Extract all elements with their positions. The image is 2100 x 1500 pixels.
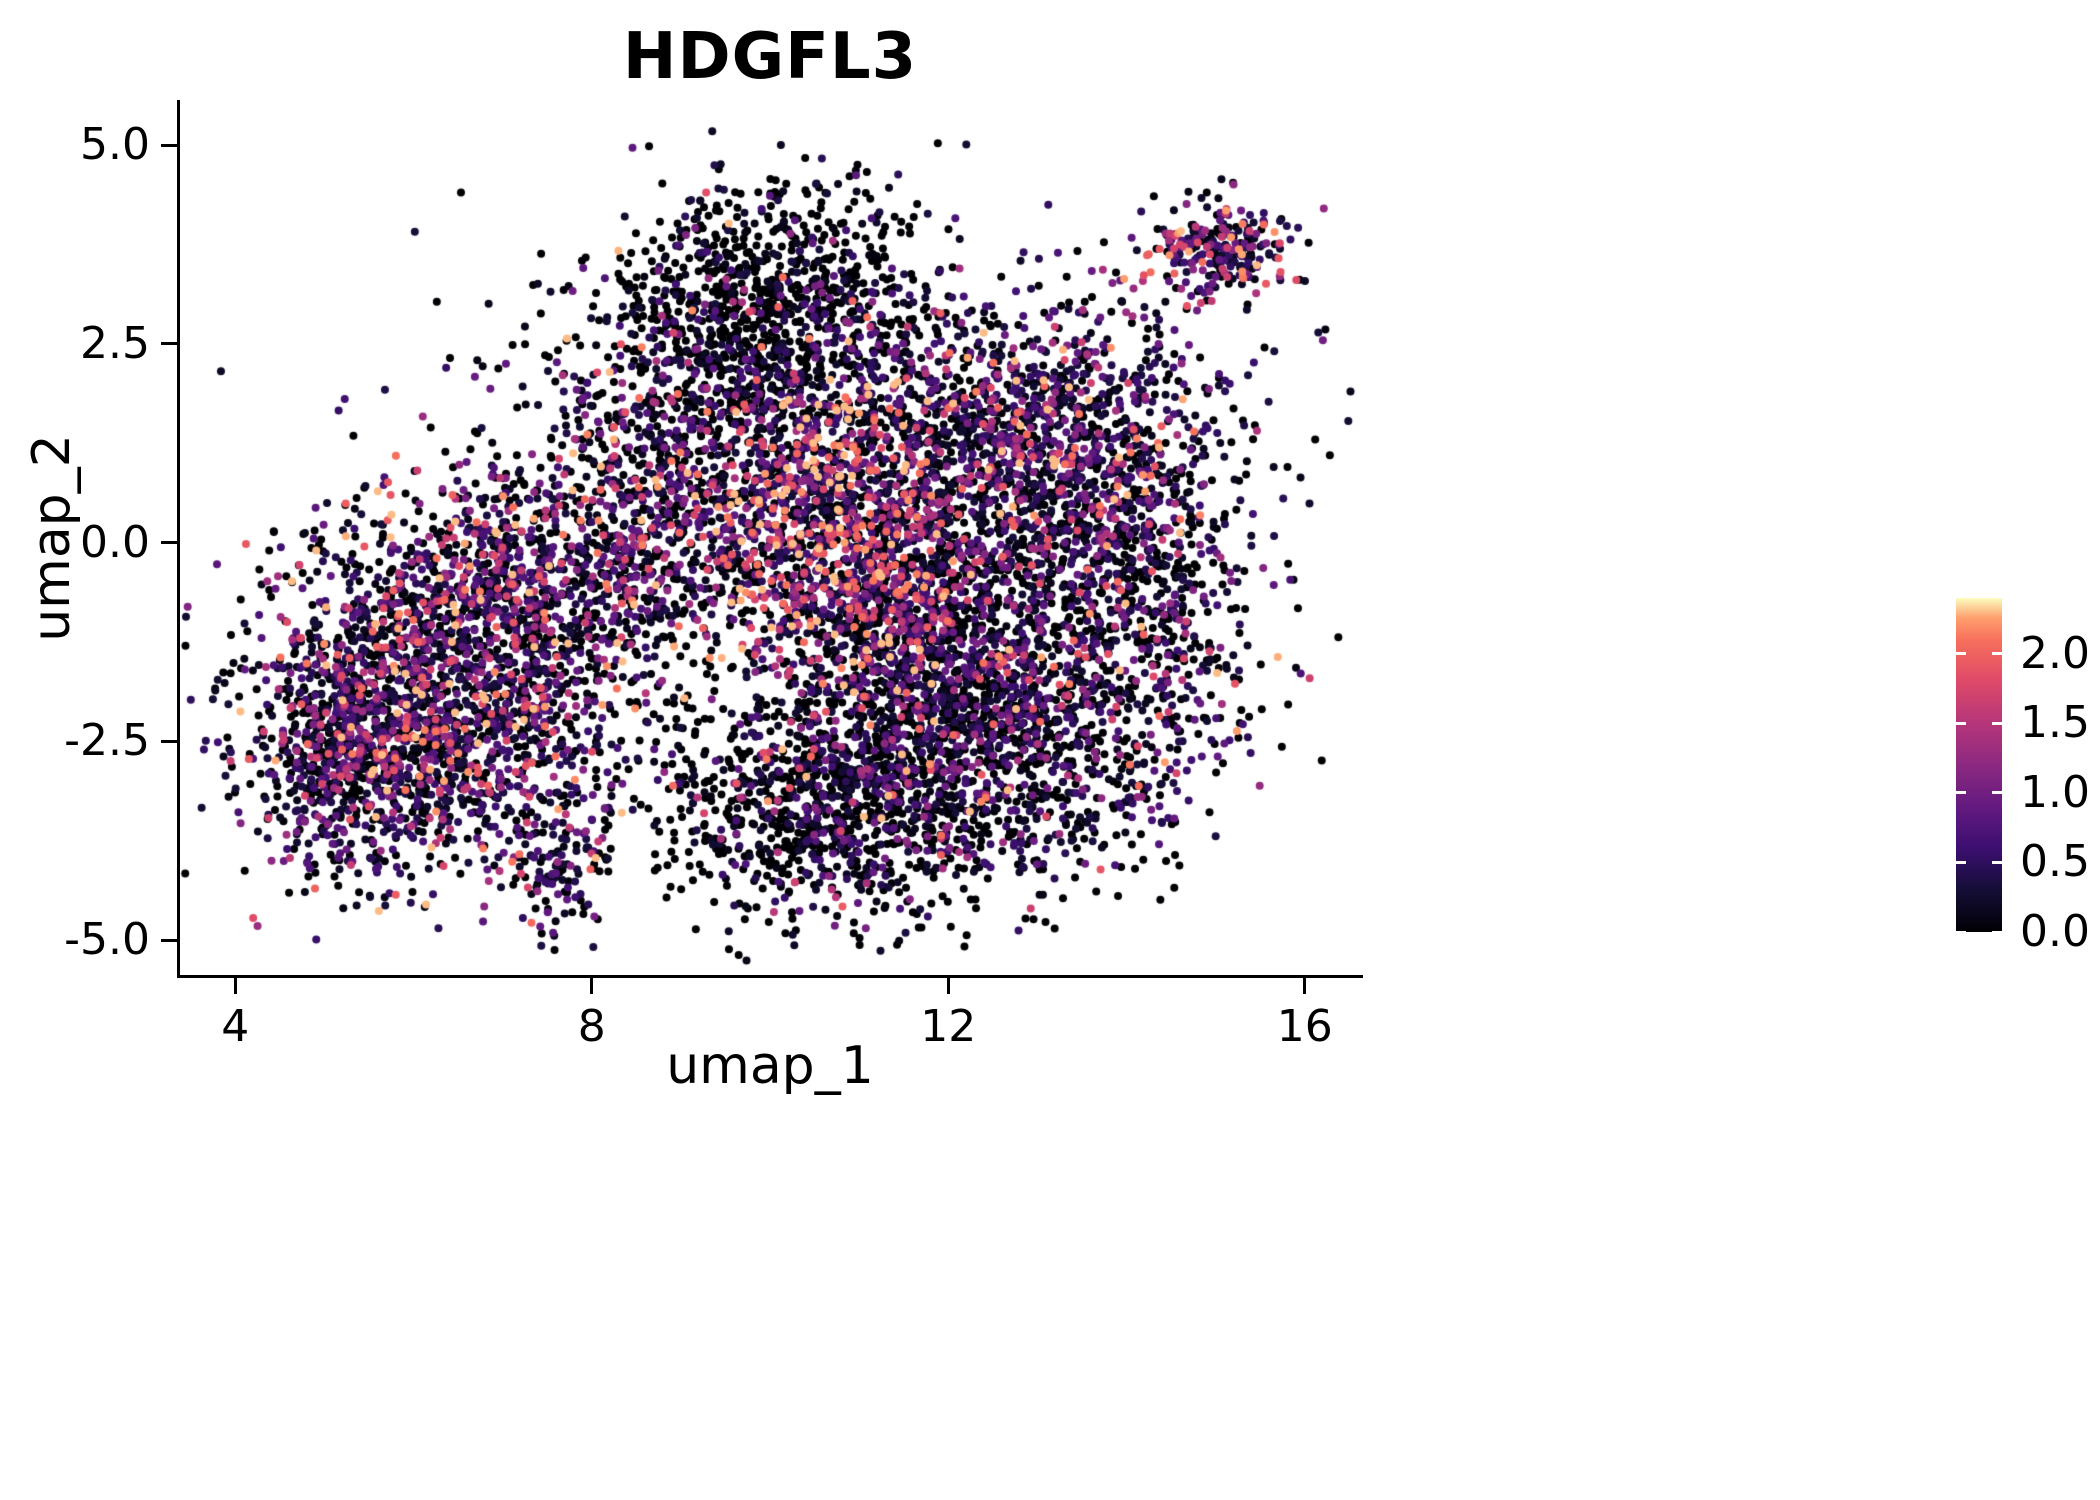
colorbar-tick-label: 1.0: [2020, 766, 2090, 818]
x-tick-mark: [233, 978, 237, 994]
x-tick-label: 16: [1276, 1001, 1333, 1052]
x-tick-mark: [946, 978, 950, 994]
colorbar-tick-mark: [1956, 930, 1966, 934]
colorbar-tick-mark: [1956, 721, 1966, 725]
x-tick-label: 12: [920, 1001, 977, 1052]
colorbar-tick-label: 2.0: [2020, 627, 2090, 679]
colorbar-tick-mark: [1992, 791, 2002, 795]
colorbar-tick-mark: [1956, 860, 1966, 864]
x-tick-mark: [590, 978, 594, 994]
y-tick-label: 5.0: [80, 119, 150, 171]
colorbar-tick-mark: [1992, 721, 2002, 725]
y-axis-line: [177, 100, 180, 978]
colorbar-tick-mark: [1956, 652, 1966, 656]
x-axis-label: umap_1: [666, 1036, 874, 1096]
x-tick-mark: [1303, 978, 1307, 994]
y-tick-label: 2.5: [80, 317, 150, 369]
y-tick-label: -2.5: [64, 715, 150, 767]
colorbar-tick-label: 0.0: [2020, 906, 2090, 957]
x-tick-label: 8: [577, 1001, 606, 1052]
colorbar-tick-label: 0.5: [2020, 836, 2090, 888]
colorbar-gradient: [1956, 598, 2002, 932]
y-tick-mark: [161, 739, 177, 743]
scatter-points-canvas: [180, 100, 1360, 975]
colorbar-tick-mark: [1992, 930, 2002, 934]
x-tick-label: 4: [221, 1001, 250, 1052]
colorbar-tick-mark: [1992, 860, 2002, 864]
x-axis-line: [177, 975, 1363, 978]
y-tick-mark: [161, 143, 177, 147]
colorbar-tick-mark: [1992, 652, 2002, 656]
y-tick-label: -5.0: [64, 914, 150, 966]
colorbar-tick-label: 1.5: [2020, 697, 2090, 749]
y-tick-label: 0.0: [80, 516, 150, 568]
y-tick-mark: [161, 342, 177, 346]
y-tick-mark: [161, 541, 177, 545]
plot-title: HDGFL3: [622, 20, 918, 94]
colorbar-tick-mark: [1956, 791, 1966, 795]
y-tick-mark: [161, 938, 177, 942]
